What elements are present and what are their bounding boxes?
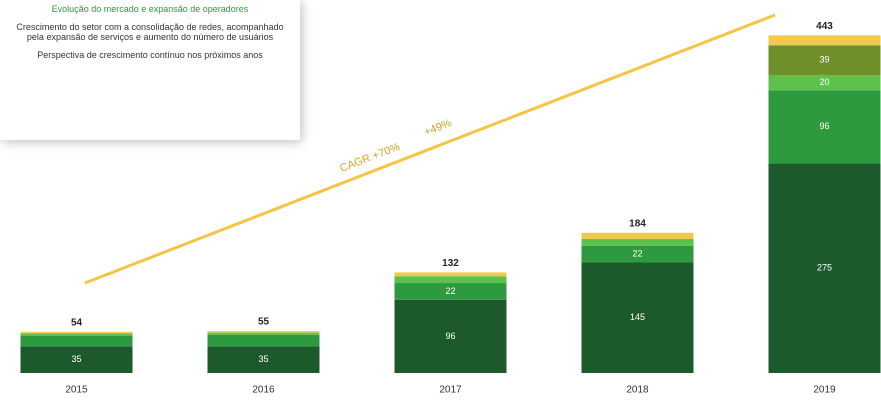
bar-segment (394, 283, 507, 300)
text-box: Evolução do mercado e expansão de operad… (0, 0, 300, 140)
x-tick-label: 2017 (439, 385, 462, 396)
total-label: 55 (258, 317, 270, 328)
total-label: 54 (71, 317, 83, 328)
total-label: 132 (442, 258, 459, 269)
bar-segment (394, 299, 507, 373)
annotation: CAGR +70% (338, 141, 402, 175)
bar-segment (207, 334, 320, 347)
total-label: 443 (816, 21, 833, 32)
segment-label: 96 (819, 121, 829, 131)
note-text: Evolução do mercado e expansão de operad… (51, 4, 249, 14)
trend-arrow (84, 13, 776, 285)
note-text: Perspectiva de crescimento contínuo nos … (37, 50, 263, 60)
bar-segment (768, 35, 881, 46)
segment-label: 35 (258, 354, 268, 364)
bar-segment (20, 346, 133, 373)
bar-segment (768, 45, 881, 75)
x-tick-label: 2019 (813, 385, 836, 396)
bar-segment (394, 272, 507, 277)
total-label: 184 (629, 218, 646, 229)
bar-segment (581, 245, 694, 263)
bar-segment (207, 331, 320, 333)
bar-segment (768, 74, 881, 91)
bar-segment (207, 346, 320, 373)
bar-segment (394, 276, 507, 284)
bar-segment (20, 333, 133, 336)
segment-label: 145 (630, 312, 645, 322)
segment-label: 35 (71, 354, 81, 364)
note-text: Crescimento do setor com a consolidação … (16, 22, 284, 42)
bar-segment (581, 262, 694, 373)
annotation: +49% (423, 117, 454, 138)
x-tick-label: 2018 (626, 385, 649, 396)
segment-label: 20 (819, 77, 829, 87)
bar-segment (207, 332, 320, 335)
bar-segment (768, 90, 881, 164)
bar-segment (581, 238, 694, 246)
x-tick-label: 2015 (65, 385, 88, 396)
bar-segment (581, 232, 694, 239)
x-tick-label: 2016 (252, 385, 275, 396)
segment-label: 39 (819, 54, 829, 64)
segment-label: 22 (445, 286, 455, 296)
segment-label: 22 (632, 248, 642, 258)
bar-segment (20, 331, 133, 334)
segment-label: 96 (445, 331, 455, 341)
bar-segment (768, 163, 881, 373)
bar-segment (20, 335, 133, 347)
segment-label: 275 (817, 263, 832, 273)
